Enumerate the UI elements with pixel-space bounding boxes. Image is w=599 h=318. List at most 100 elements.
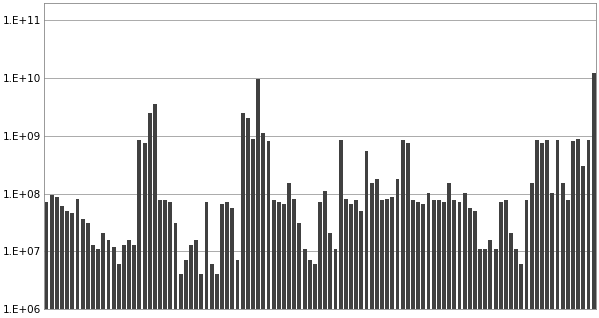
Bar [478,249,482,309]
Bar [365,151,368,309]
Bar [571,142,575,309]
Bar [138,140,141,309]
Bar [302,249,307,309]
Bar [65,211,69,309]
Bar [282,204,286,309]
Bar [437,200,441,309]
Bar [292,199,296,309]
Bar [44,202,49,309]
Bar [179,274,183,309]
Bar [86,223,90,309]
Bar [91,245,95,309]
Bar [231,208,234,309]
Bar [344,199,348,309]
Bar [205,202,208,309]
Bar [359,211,364,309]
Bar [339,140,343,309]
Bar [164,200,167,309]
Bar [426,193,431,309]
Bar [277,202,281,309]
Bar [241,113,244,309]
Bar [375,179,379,309]
Bar [328,233,332,309]
Bar [148,113,152,309]
Bar [308,260,311,309]
Bar [380,200,384,309]
Bar [515,249,518,309]
Bar [318,202,322,309]
Bar [287,183,291,309]
Bar [220,204,224,309]
Bar [354,200,358,309]
Bar [246,118,250,309]
Bar [349,204,353,309]
Bar [158,200,162,309]
Bar [143,143,147,309]
Bar [550,193,554,309]
Bar [50,195,53,309]
Bar [194,240,198,309]
Bar [101,233,105,309]
Bar [473,211,477,309]
Bar [235,260,240,309]
Bar [499,202,503,309]
Bar [75,199,80,309]
Bar [261,133,265,309]
Bar [406,143,410,309]
Bar [267,142,270,309]
Bar [582,166,585,309]
Bar [401,140,404,309]
Bar [127,240,131,309]
Bar [468,208,471,309]
Bar [509,233,513,309]
Bar [447,183,451,309]
Bar [483,249,487,309]
Bar [385,199,389,309]
Bar [416,202,420,309]
Bar [210,264,214,309]
Bar [272,200,276,309]
Bar [189,245,193,309]
Bar [96,249,100,309]
Bar [323,191,327,309]
Bar [251,139,255,309]
Bar [174,223,177,309]
Bar [132,245,136,309]
Bar [576,139,580,309]
Bar [452,200,456,309]
Bar [411,200,415,309]
Bar [556,140,559,309]
Bar [111,247,116,309]
Bar [458,202,461,309]
Bar [117,264,121,309]
Bar [421,204,425,309]
Bar [432,200,435,309]
Bar [525,200,528,309]
Bar [540,143,544,309]
Bar [313,264,317,309]
Bar [168,202,173,309]
Bar [535,140,539,309]
Bar [519,264,524,309]
Bar [215,274,219,309]
Bar [184,260,188,309]
Bar [298,223,301,309]
Bar [462,193,467,309]
Bar [71,213,74,309]
Bar [55,197,59,309]
Bar [199,274,203,309]
Bar [370,183,374,309]
Bar [442,202,446,309]
Bar [122,245,126,309]
Bar [545,140,549,309]
Bar [592,73,595,309]
Bar [107,240,110,309]
Bar [60,206,64,309]
Bar [225,202,229,309]
Bar [504,200,508,309]
Bar [81,219,84,309]
Bar [586,140,591,309]
Bar [395,179,400,309]
Bar [566,200,570,309]
Bar [488,240,492,309]
